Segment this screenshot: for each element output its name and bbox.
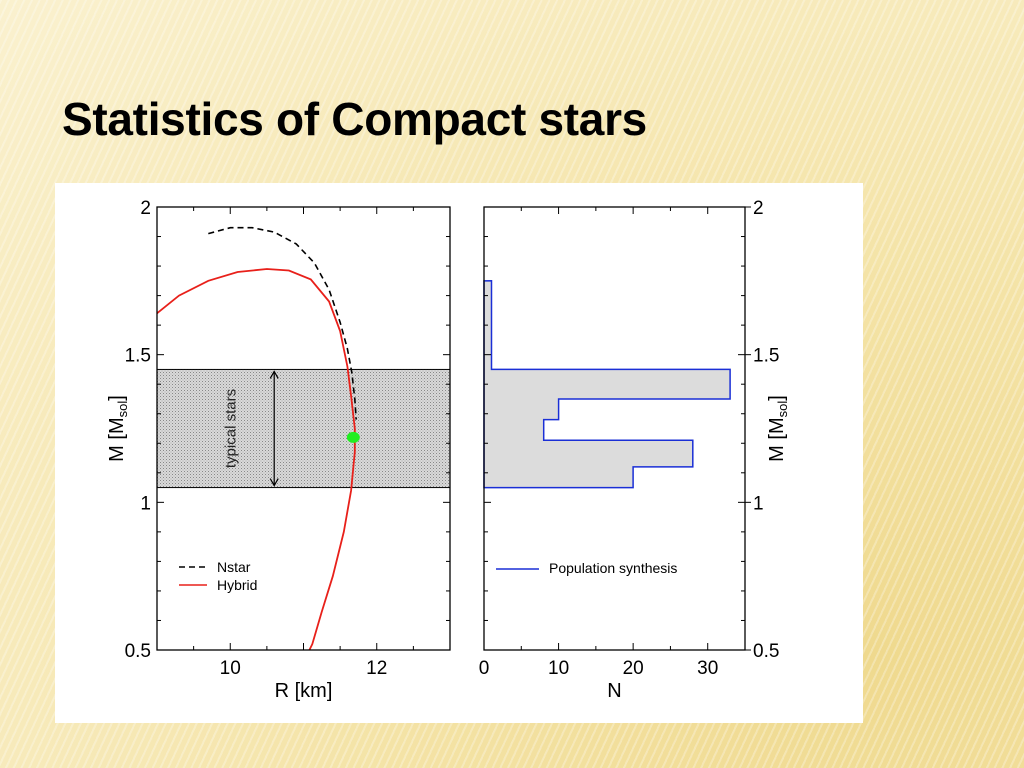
legend-label-population-synthesis: Population synthesis (549, 560, 677, 576)
right-plot-frame (483, 206, 746, 651)
right-y-label-close: ] (766, 395, 788, 401)
x-tick-label: 10 (220, 658, 241, 679)
left-y-axis-label: M [Msol] (106, 395, 130, 462)
histogram-plot: 0 10 20 30 0.5 1 1.5 2 N M [Msol] Population sy… (479, 198, 790, 702)
mass-radius-plot: typical stars 10 12 0.5 1 1.5 2 R [km] M [Mso… (106, 198, 451, 702)
y-tick-label: 1 (140, 493, 151, 514)
y-tick-label: 0.5 (125, 641, 151, 662)
y-tick-label: 0.5 (753, 641, 779, 662)
right-y-axis-label: M [Msol] (766, 395, 790, 462)
highlight-marker (346, 431, 360, 443)
arrow-head-top (269, 370, 279, 379)
typical-stars-label: typical stars (222, 389, 239, 468)
typical-stars-band (156, 368, 451, 489)
y-tick-label: 1 (753, 493, 764, 514)
right-x-axis-label: N (607, 680, 621, 702)
right-y-label-sub: sol (775, 401, 790, 418)
slide-title: Statistics of Compact stars (62, 93, 647, 145)
right-y-label-main: M [M (766, 417, 788, 461)
legend-label-nstar: Nstar (217, 559, 251, 575)
left-axis-ticks: 10 12 0.5 1 1.5 2 (125, 198, 451, 679)
left-y-label-sub: sol (115, 401, 130, 418)
x-tick-label: 30 (697, 658, 718, 679)
right-legend: Population synthesis (496, 560, 677, 576)
y-tick-label: 2 (753, 198, 764, 219)
left-y-label-close: ] (106, 395, 128, 401)
x-tick-label: 0 (479, 658, 490, 679)
y-tick-label: 1.5 (125, 346, 151, 367)
left-legend: Nstar Hybrid (179, 559, 257, 593)
figure-panel: typical stars 10 12 0.5 1 1.5 2 R [km] M [Mso… (55, 183, 863, 723)
arrow-head-bottom (269, 478, 279, 487)
x-tick-label: 20 (623, 658, 644, 679)
left-y-label-main: M [M (106, 417, 128, 461)
left-x-axis-label: R [km] (275, 680, 333, 702)
series-line-hybrid (156, 268, 356, 651)
figure-svg: typical stars 10 120.511.52 R [km] M [Mso… (106, 198, 790, 702)
x-tick-label: 12 (366, 658, 387, 679)
legend-label-hybrid: Hybrid (217, 577, 257, 593)
histogram-bars (483, 280, 731, 489)
y-tick-label: 2 (140, 198, 151, 219)
x-tick-label: 10 (548, 658, 569, 679)
y-tick-label: 1.5 (753, 346, 779, 367)
right-axis-ticks: 0 10 20 30 0.5 1 1.5 2 (479, 198, 780, 679)
series-line-nstar (208, 226, 357, 420)
